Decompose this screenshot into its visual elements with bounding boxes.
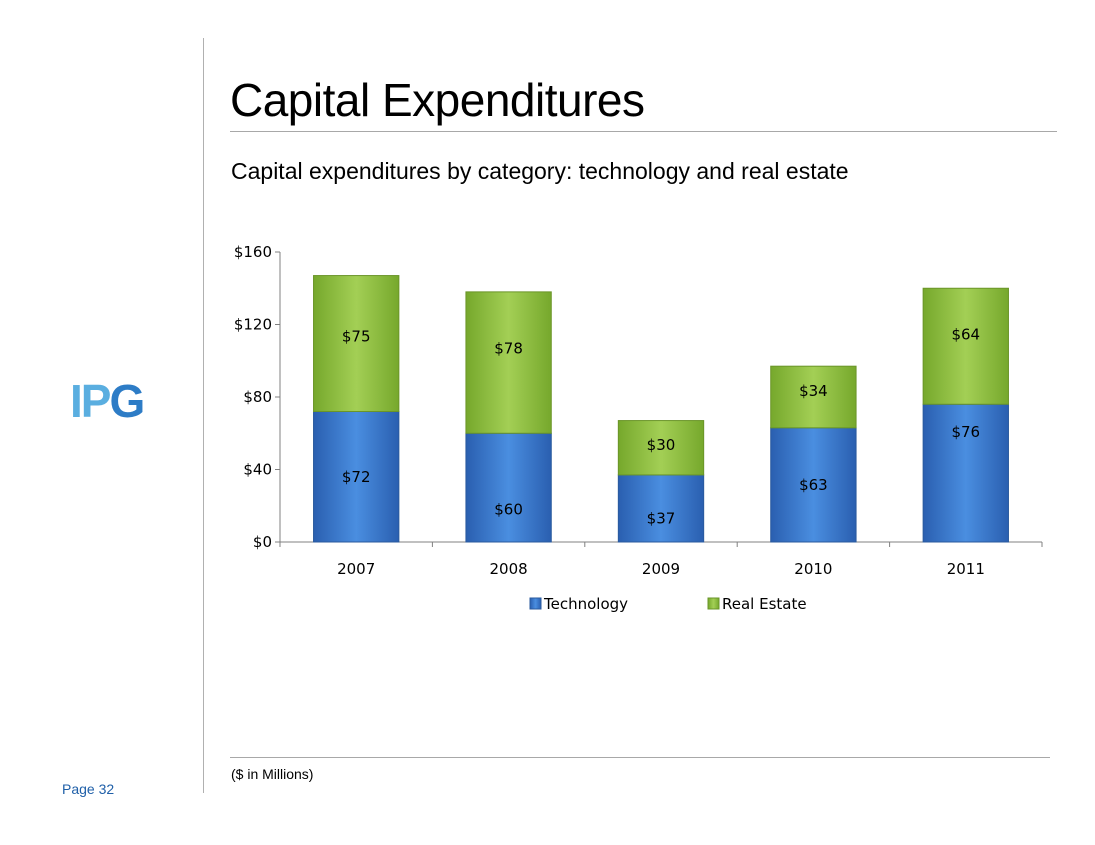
data-label-technology: $72 xyxy=(342,468,371,486)
footer-rule xyxy=(230,757,1050,758)
bar-real-estate xyxy=(617,420,705,476)
x-tick-label: 2008 xyxy=(490,560,528,578)
legend-real-estate-swatch xyxy=(707,597,720,610)
capex-stacked-bar-chart: $0 $40 $80 $120 $160 2007 2008 2009 2010 2011 $72… xyxy=(234,243,1043,613)
ipg-logo: IPG xyxy=(70,375,145,427)
data-label-technology: $63 xyxy=(799,476,828,494)
bar-real-estate xyxy=(770,365,857,429)
chart-legend: Technology Real Estate xyxy=(529,595,807,613)
x-tick-label: 2009 xyxy=(642,560,680,578)
vertical-divider xyxy=(203,38,204,793)
page-number: Page 32 xyxy=(62,781,115,797)
bar-technology xyxy=(465,432,552,543)
x-tick-label: 2010 xyxy=(794,560,832,578)
data-label-real-estate: $78 xyxy=(494,339,523,357)
legend-technology-swatch xyxy=(529,597,542,610)
slide-title: Capital Expenditures xyxy=(230,74,645,126)
title-rule xyxy=(230,131,1057,132)
chart-data-labels: $72 $75 $60 $78 $37 $30 $63 $34 $76 $64 xyxy=(342,326,980,528)
logo-text-right: G xyxy=(109,375,145,427)
units-note: ($ in Millions) xyxy=(231,766,314,782)
data-label-real-estate: $30 xyxy=(647,436,676,454)
y-tick-label: $40 xyxy=(243,461,272,479)
data-label-technology: $60 xyxy=(494,500,523,518)
x-tick-label: 2011 xyxy=(947,560,985,578)
y-tick-label: $120 xyxy=(234,316,272,334)
logo-text-left: IP xyxy=(70,375,111,427)
bar-technology xyxy=(770,427,857,543)
legend-real-estate-label: Real Estate xyxy=(722,595,807,613)
data-label-real-estate: $75 xyxy=(342,328,371,346)
bar-real-estate xyxy=(313,275,400,412)
slide-subtitle: Capital expenditures by category: techno… xyxy=(231,158,849,184)
y-tick-label: $0 xyxy=(253,533,272,551)
data-label-technology: $37 xyxy=(647,510,676,528)
chart-bars xyxy=(313,275,1009,543)
data-label-technology: $76 xyxy=(951,423,980,441)
bar-real-estate xyxy=(465,291,552,434)
x-tick-label: 2007 xyxy=(337,560,375,578)
legend-technology-label: Technology xyxy=(543,595,628,613)
data-label-real-estate: $34 xyxy=(799,382,828,400)
chart-axes: $0 $40 $80 $120 $160 2007 2008 2009 2010 2011 xyxy=(234,243,1043,578)
y-tick-label: $160 xyxy=(234,243,272,261)
data-label-real-estate: $64 xyxy=(951,326,980,344)
y-tick-label: $80 xyxy=(243,388,272,406)
bar-technology xyxy=(617,474,705,543)
bar-real-estate xyxy=(922,287,1009,405)
bar-technology xyxy=(922,403,1009,543)
bar-technology xyxy=(313,411,400,543)
